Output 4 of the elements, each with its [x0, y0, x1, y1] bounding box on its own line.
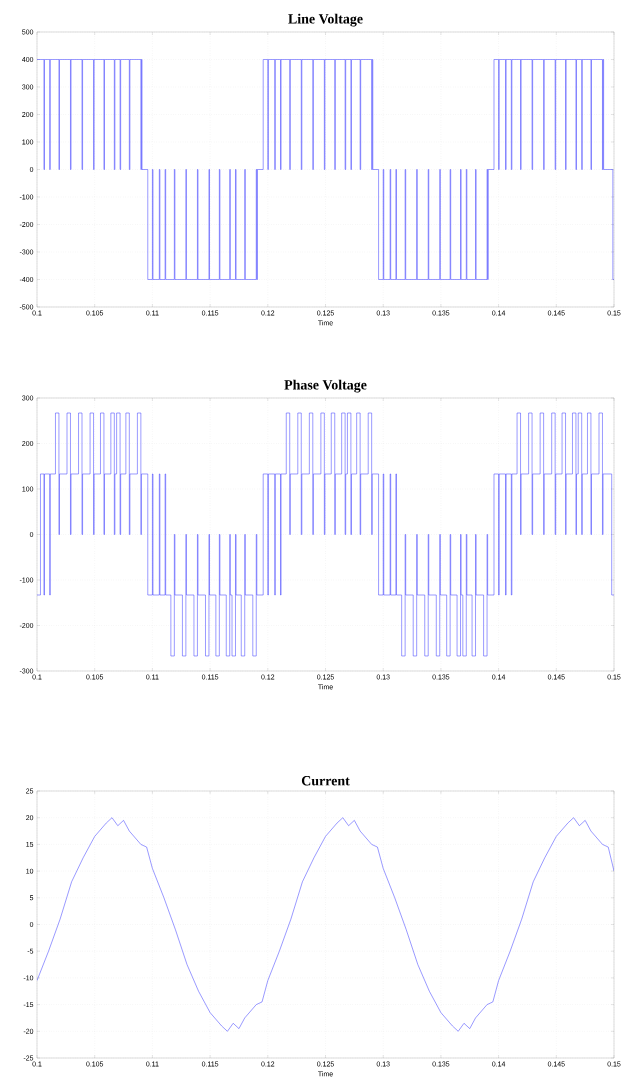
- chart-title: Current: [301, 776, 350, 786]
- line-series: [37, 817, 615, 1032]
- chart-title: Line Voltage: [288, 13, 363, 27]
- chart-title: Phase Voltage: [284, 379, 367, 393]
